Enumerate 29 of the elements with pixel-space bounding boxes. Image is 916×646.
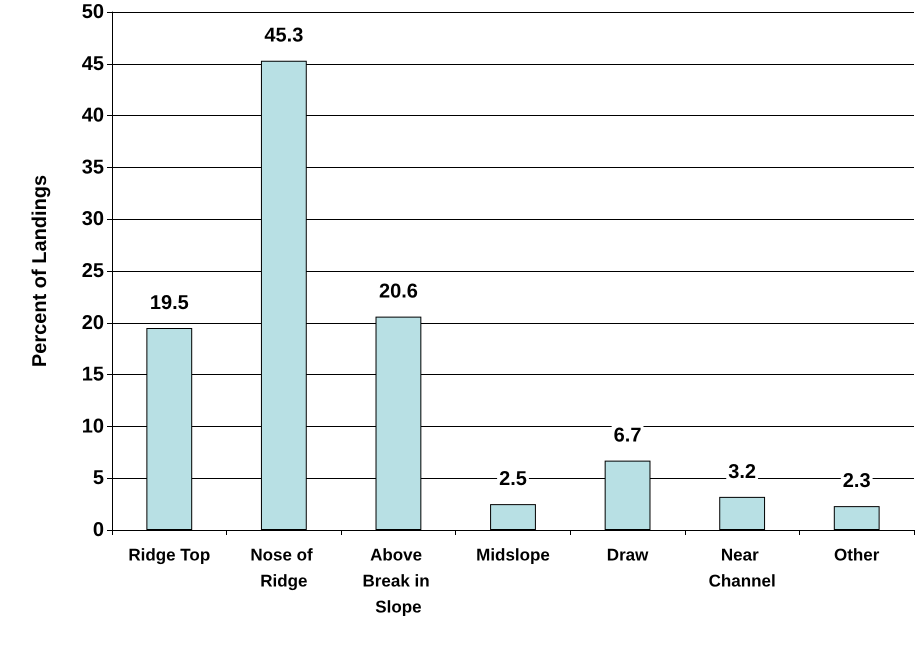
y-tick-label: 50 [82,1,104,23]
y-tick-label: 5 [92,467,104,490]
data-label: 20.6 [378,280,418,303]
y-tick-label: 40 [82,104,104,127]
x-tick-label: Ridge Top [128,546,210,564]
data-label: 2.3 [842,470,871,492]
x-tick-label: Other [834,546,880,564]
x-tick-label: Midslope [476,546,550,564]
data-label: 45.3 [264,24,304,47]
y-axis-title: Percent of Landings [29,174,51,368]
x-tick-label: Draw [606,546,650,564]
x-tick-label: Near Channel [708,546,776,590]
y-tick-label: 30 [82,208,104,230]
y-tick-label: 15 [82,364,104,386]
y-tick-label: 35 [82,156,104,178]
data-label: 19.5 [150,292,189,314]
bar [834,506,880,530]
data-label: 3.2 [728,460,756,483]
bar [490,504,536,530]
bar [719,496,766,530]
y-tick-label: 0 [92,519,104,541]
y-tick-label: 10 [82,415,104,438]
x-tick-label: Above Break in Slope [362,546,434,616]
y-tick-label: 25 [82,260,104,282]
y-tick-label: 20 [82,312,104,334]
data-label: 6.7 [614,424,642,447]
x-tick-label: Nose of Ridge [250,546,318,590]
data-label: 2.5 [499,468,527,490]
y-tick-label: 45 [82,52,104,75]
